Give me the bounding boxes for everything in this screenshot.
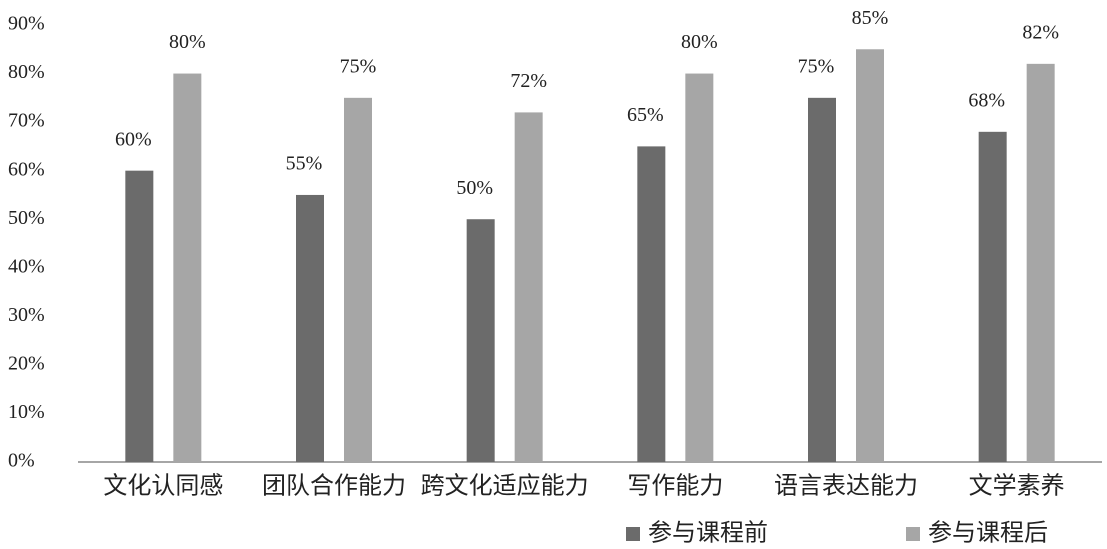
value-label: 75% xyxy=(340,55,377,77)
legend-label: 参与课程前 xyxy=(648,520,768,547)
y-tick-label: 20% xyxy=(8,352,45,374)
y-tick-label: 70% xyxy=(8,110,45,132)
value-label: 80% xyxy=(169,31,206,53)
value-label: 55% xyxy=(286,153,323,175)
x-tick-label: 文化认同感 xyxy=(103,473,223,500)
y-tick-label: 60% xyxy=(8,158,45,180)
value-label: 85% xyxy=(852,7,889,29)
legend-swatch xyxy=(626,527,640,541)
bar xyxy=(296,194,324,462)
x-tick-label: 跨文化适应能力 xyxy=(421,473,589,500)
bar xyxy=(466,219,495,462)
y-tick-label: 50% xyxy=(8,207,45,229)
bar xyxy=(856,49,884,463)
y-tick-label: 0% xyxy=(8,450,35,472)
value-label: 72% xyxy=(510,70,547,92)
y-tick-label: 10% xyxy=(8,401,45,423)
y-tick-label: 90% xyxy=(8,13,45,35)
bar xyxy=(978,131,1007,463)
x-tick-label: 团队合作能力 xyxy=(262,473,406,500)
bar xyxy=(514,112,543,463)
value-label: 80% xyxy=(681,31,718,53)
x-tick-label: 文学素养 xyxy=(969,473,1065,500)
bar xyxy=(1026,63,1055,462)
bar xyxy=(685,73,714,463)
y-tick-label: 80% xyxy=(8,61,45,83)
value-label: 60% xyxy=(115,128,152,150)
legend-label: 参与课程后 xyxy=(928,520,1048,547)
value-label: 68% xyxy=(968,89,1005,111)
bar xyxy=(344,97,372,462)
bar xyxy=(173,73,202,463)
x-tick-label: 语言表达能力 xyxy=(774,473,918,500)
bar xyxy=(125,170,154,462)
legend-swatch xyxy=(906,527,920,541)
bar xyxy=(637,146,666,462)
y-tick-label: 30% xyxy=(8,304,45,326)
x-tick-label: 写作能力 xyxy=(627,473,723,500)
value-label: 50% xyxy=(456,177,493,199)
value-label: 82% xyxy=(1022,21,1059,43)
value-label: 65% xyxy=(627,104,664,126)
value-label: 75% xyxy=(798,55,835,77)
bar xyxy=(808,97,836,462)
y-tick-label: 40% xyxy=(8,255,45,277)
